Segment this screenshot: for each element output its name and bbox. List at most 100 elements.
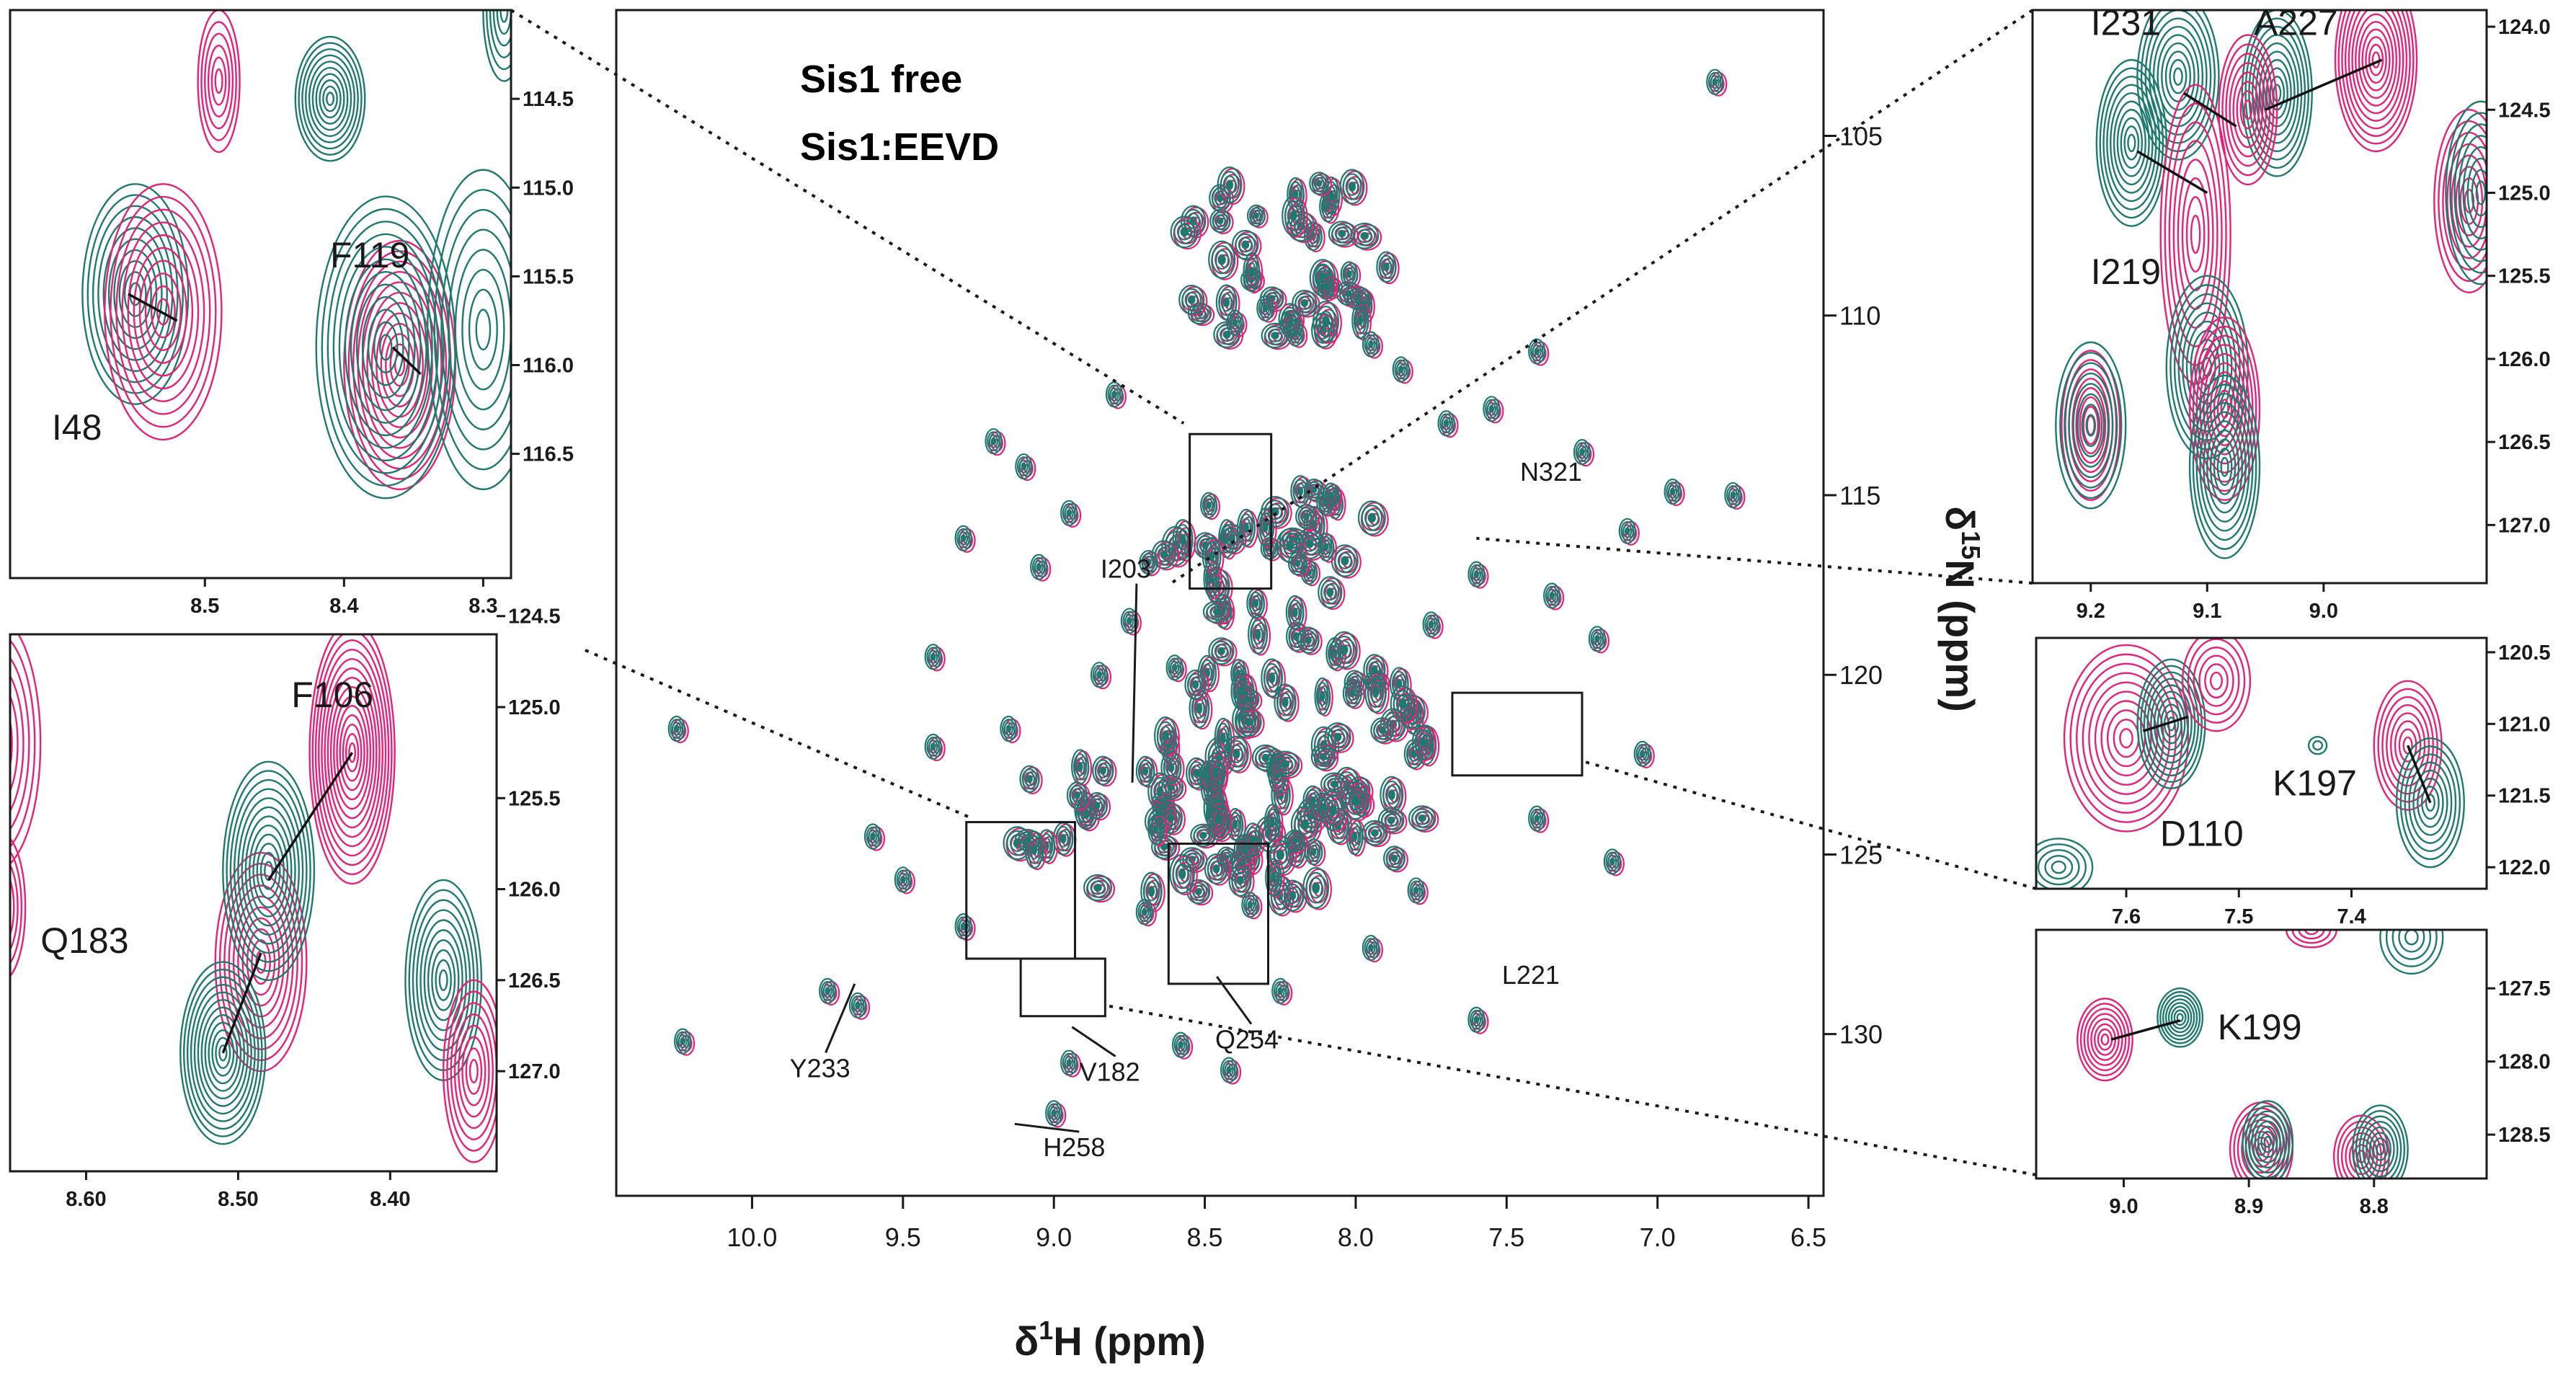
contour-ring: [301, 48, 359, 150]
contour-ring: [2453, 123, 2487, 262]
contour-ring: [182, 968, 263, 1137]
contour-ring: [1099, 766, 1106, 775]
contour-ring: [1212, 864, 1220, 874]
contour-ring: [1243, 895, 1257, 915]
contour-ring: [1579, 448, 1585, 456]
contour-ring: [2127, 133, 2136, 153]
bound-peak: [819, 977, 837, 1004]
contour-ring: [1064, 506, 1074, 520]
legend-free-label: Sis1 free: [800, 58, 962, 101]
contour-ring: [1305, 539, 1314, 549]
contour-ring: [2445, 100, 2487, 285]
bound-peak: [1287, 551, 1307, 576]
contour-ring: [1217, 217, 1224, 225]
bound-peak: [1370, 717, 1395, 743]
contour-ring: [987, 431, 1000, 452]
bound-peak: [1208, 240, 1236, 279]
contour-ring: [1308, 876, 1323, 899]
contour-ring: [1049, 1106, 1059, 1120]
contour-ring: [1204, 498, 1214, 512]
contour-ring: [1294, 559, 1301, 567]
bound-peak: [954, 525, 972, 551]
contour-ring: [332, 233, 439, 462]
bound-peak: [1357, 500, 1386, 536]
contour-ring: [1528, 805, 1546, 832]
contour-ring: [1236, 875, 1244, 885]
y-tick-label: 114.5: [523, 88, 574, 111]
contour-ring: [156, 298, 170, 326]
contour-ring: [1226, 1066, 1232, 1074]
bound-peak: [954, 913, 972, 940]
contour-ring: [1340, 261, 1359, 288]
contour-ring: [1062, 503, 1076, 523]
contour-ring: [1274, 753, 1297, 775]
contour-ring: [1140, 763, 1151, 779]
contour-ring: [1326, 488, 1336, 502]
bound-peak: [2395, 737, 2465, 869]
contour-ring: [210, 56, 227, 106]
contour-ring: [1323, 794, 1343, 826]
contour-ring: [1245, 897, 1255, 912]
contour-ring: [1222, 330, 1231, 339]
contour-ring: [1443, 419, 1449, 427]
contour-ring: [1231, 868, 1249, 893]
contour-ring: [1348, 822, 1362, 851]
main-spectrum-panel: N321 I203 L221 Y233 V182 Q254 H258 10.0 9.5 9.0 8.…: [615, 9, 1883, 1252]
contour-ring: [1226, 309, 1244, 336]
bound-peak: [1261, 658, 1283, 698]
contour-ring: [1294, 293, 1315, 314]
contour-ring: [1096, 670, 1102, 679]
free-peak: [2159, 84, 2231, 385]
contour-ring: [338, 246, 433, 449]
bound-peak: [1284, 829, 1305, 853]
contour-ring: [1297, 487, 1304, 496]
contour-ring: [1075, 758, 1085, 776]
contour-ring: [1031, 844, 1038, 856]
contour-ring: [1002, 719, 1016, 739]
contour-ring: [868, 829, 878, 844]
contour-ring: [1289, 603, 1300, 622]
contour-ring: [1322, 482, 1340, 509]
contour-ring: [1094, 759, 1111, 782]
contour-ring: [1094, 667, 1104, 682]
contour-ring: [863, 823, 882, 850]
contour-ring: [2458, 135, 2487, 251]
contour-ring: [2199, 344, 2250, 474]
contour-ring: [1363, 654, 1386, 685]
x-axis-delta: δ: [1014, 1318, 1039, 1364]
contour-ring: [1397, 693, 1426, 729]
x-tick-label: 9.5: [885, 1222, 921, 1252]
contour-ring: [2376, 1142, 2385, 1156]
contour-ring: [2220, 456, 2229, 477]
contour-ring: [1300, 819, 1310, 830]
y-tick-label: 127.0: [508, 1060, 561, 1083]
contour-ring: [2241, 10, 2313, 177]
contour-ring: [419, 919, 468, 1042]
contour-ring: [1327, 725, 1349, 748]
contour-ring: [1380, 258, 1393, 275]
contour-ring: [988, 434, 999, 448]
bound-peak: [1313, 301, 1339, 342]
contour-ring: [1362, 820, 1388, 846]
bound-peak: [1261, 496, 1289, 528]
contour-ring: [1000, 715, 1018, 742]
contour-ring: [1228, 812, 1242, 837]
contour-ring: [1345, 786, 1366, 815]
bound-peak: [1633, 740, 1651, 767]
contour-ring: [2218, 34, 2278, 186]
contour-ring: [186, 976, 259, 1130]
contour-ring: [197, 998, 249, 1107]
contour-ring: [2394, 720, 2422, 771]
bound-peak: [1467, 561, 1485, 587]
contour-ring: [1414, 729, 1431, 756]
contour-ring: [2209, 371, 2240, 446]
contour-ring: [222, 760, 316, 982]
contour-ring: [1327, 778, 1342, 791]
contour-ring: [2090, 1018, 2120, 1061]
contour-ring: [1366, 941, 1376, 955]
bound-peak: [1543, 582, 1561, 609]
contour-ring: [1383, 845, 1405, 871]
contour-ring: [2362, 1121, 2399, 1178]
contour-ring: [1256, 295, 1274, 321]
contour-ring: [1328, 221, 1356, 247]
